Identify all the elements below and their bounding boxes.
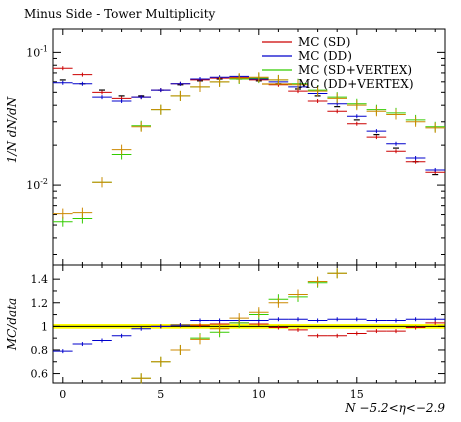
chart-title: Minus Side - Tower Multiplicity (24, 7, 216, 21)
x-tick-label: 10 (252, 388, 266, 401)
legend-item: MC (SD+VERTEX) (262, 63, 412, 77)
ratio-series-4 (131, 268, 347, 384)
ratio-plot-frame (52, 264, 446, 384)
ratio-y-axis-label: MC/data (5, 298, 19, 351)
x-tick-label: 15 (350, 388, 364, 401)
ratio-series-1 (151, 320, 445, 338)
ratio-y-tick-label: 1.2 (31, 297, 49, 310)
legend-label: MC (SD+VERTEX) (298, 63, 412, 77)
ratio-y-tick-label: 0.8 (31, 344, 49, 357)
legend-label: MC (SD) (298, 35, 351, 49)
main-y-axis-label: 1/N dN/dN (5, 96, 19, 163)
legend-label: MC (DD) (298, 49, 352, 63)
ratio-panel: 0 5 10 15 0.6 0.8 1 1.2 1.4 MC/data N −5.2<η<−2.… (5, 264, 446, 415)
series-4 (53, 72, 445, 219)
series-2 (53, 74, 445, 172)
main-y-tick-label: 10-1 (26, 44, 48, 59)
ratio-series (53, 268, 445, 384)
data-reference-markers (59, 78, 439, 176)
main-y-tick-label: 10-2 (26, 177, 48, 192)
legend-item: MC (DD+VERTEX) (262, 77, 414, 91)
legend-label: MC (DD+VERTEX) (298, 77, 414, 91)
legend: MC (SD)MC (DD)MC (SD+VERTEX)MC (DD+VERTE… (262, 35, 414, 91)
main-ticks: 10-2 10-1 (26, 29, 445, 265)
legend-item: MC (DD) (262, 49, 352, 63)
ratio-ticks: 0 5 10 15 0.6 0.8 1 1.2 1.4 (31, 265, 445, 401)
main-series (53, 66, 445, 227)
main-panel: 10-2 10-1 MC (SD)MC (DD)MC (SD+VERTEX)MC … (5, 28, 446, 266)
x-axis-label: N −5.2<η<−2.9 (344, 401, 445, 415)
ratio-y-tick-label: 1 (41, 320, 48, 333)
x-tick-label: 5 (157, 388, 164, 401)
legend-item: MC (SD) (262, 35, 351, 49)
ratio-y-tick-label: 1.4 (31, 273, 49, 286)
x-tick-label: 0 (59, 388, 66, 401)
ratio-y-tick-label: 0.6 (31, 368, 49, 381)
ratio-series-2 (53, 317, 445, 354)
